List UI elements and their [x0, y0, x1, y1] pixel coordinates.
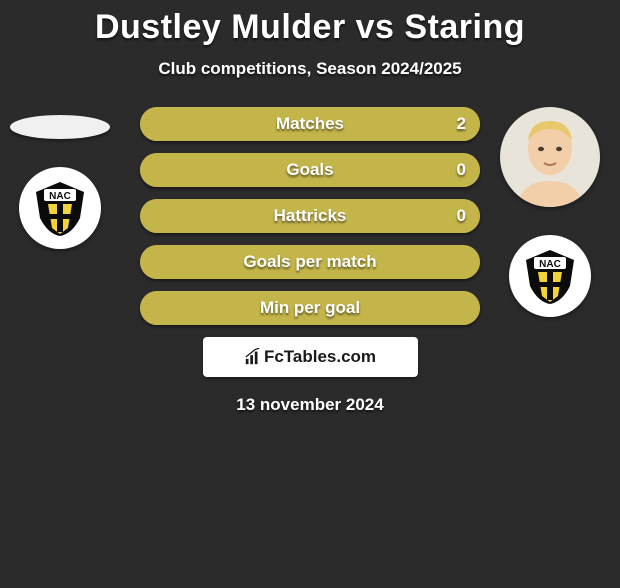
club-badge-right: NAC: [509, 235, 591, 317]
stat-bar-hattricks: Hattricks 0: [140, 199, 480, 233]
page-title: Dustley Mulder vs Staring: [0, 8, 620, 47]
svg-text:NAC: NAC: [539, 259, 561, 270]
stat-label: Matches: [276, 114, 344, 134]
date-label: 13 november 2024: [0, 395, 620, 415]
nac-badge-icon: NAC: [520, 246, 580, 306]
stat-bar-goals: Goals 0: [140, 153, 480, 187]
stat-value-right: 0: [457, 206, 466, 226]
subtitle: Club competitions, Season 2024/2025: [0, 59, 620, 79]
svg-text:NAC: NAC: [49, 191, 71, 202]
player-right-column: NAC: [500, 107, 600, 317]
stat-bar-matches: Matches 2: [140, 107, 480, 141]
stat-value-right: 2: [457, 114, 466, 134]
stats-bars: Matches 2 Goals 0 Hattricks 0 Goals per …: [140, 107, 480, 325]
player-right-avatar: [500, 107, 600, 207]
bar-chart-icon: [244, 348, 262, 366]
stat-label: Goals per match: [243, 252, 376, 272]
stat-label: Min per goal: [260, 298, 360, 318]
stat-bar-min-per-goal: Min per goal: [140, 291, 480, 325]
avatar-icon: [500, 107, 600, 207]
stat-value-right: 0: [457, 160, 466, 180]
player-left-column: NAC: [10, 107, 110, 249]
stat-bar-goals-per-match: Goals per match: [140, 245, 480, 279]
comparison-layout: NAC NAC: [0, 107, 620, 415]
watermark-text: FcTables.com: [264, 347, 376, 367]
nac-badge-icon: NAC: [30, 178, 90, 238]
player-left-avatar-placeholder: [10, 115, 110, 139]
stat-label: Goals: [286, 160, 333, 180]
watermark: FcTables.com: [203, 337, 418, 377]
club-badge-left: NAC: [19, 167, 101, 249]
stat-label: Hattricks: [274, 206, 347, 226]
